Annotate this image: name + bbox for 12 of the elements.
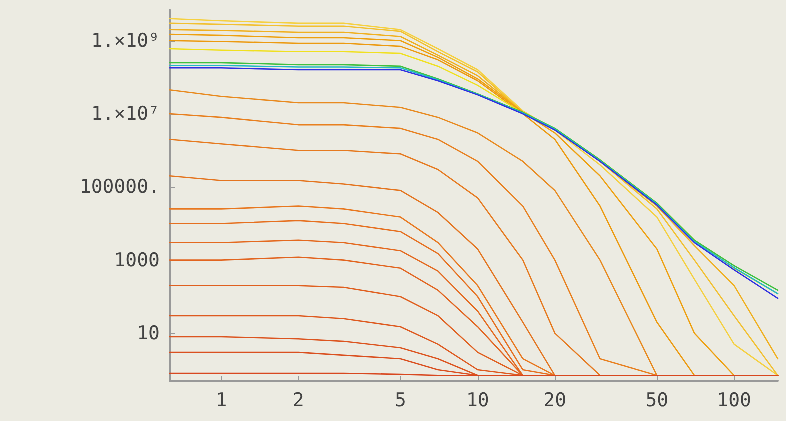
x-tick-label: 10: [466, 390, 490, 412]
x-tick-label: 50: [646, 390, 669, 412]
x-tick-label: 20: [544, 390, 567, 412]
x-tick-label: 100: [717, 390, 752, 412]
y-tick-label: 10: [137, 322, 160, 344]
y-tick-label: 100000.: [80, 176, 160, 198]
y-tick-label: 1.×10⁷: [91, 103, 160, 126]
x-tick-label: 5: [394, 390, 406, 412]
y-tick-label: 1000: [114, 249, 160, 272]
x-tick-label: 1: [216, 390, 228, 412]
x-tick-label: 2: [292, 390, 304, 412]
y-tick-label: 1.×10⁹: [91, 30, 160, 52]
